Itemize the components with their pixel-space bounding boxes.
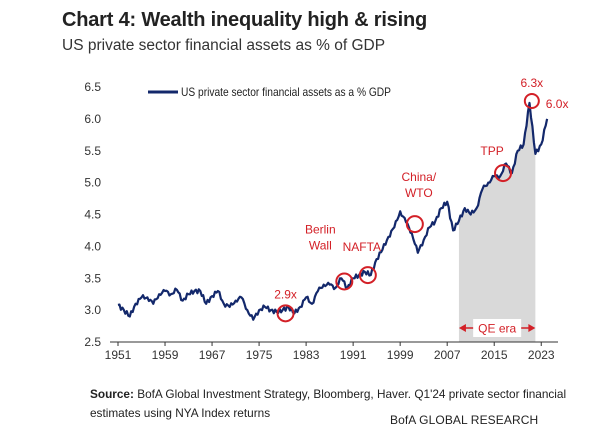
- annotation-circle-tpp: [494, 164, 513, 183]
- y-tick-label: 5.0: [84, 176, 101, 190]
- y-tick-label: 4.0: [84, 239, 101, 253]
- x-tick-label: 2007: [434, 348, 461, 362]
- legend-label: US private sector financial assets as a …: [181, 85, 391, 99]
- y-tick-label: 3.0: [84, 303, 101, 317]
- x-tick-label: 1951: [105, 348, 132, 362]
- annotation-label-berlin-line2: Wall: [309, 238, 332, 252]
- x-tick-label: 1983: [293, 348, 320, 362]
- source-label: Source:: [90, 387, 134, 401]
- annotation-circle-nafta: [358, 266, 377, 285]
- x-tick-label: 1991: [340, 348, 367, 362]
- y-tick-label: 3.5: [84, 271, 101, 285]
- annotation-label-tpp: TPP: [480, 144, 503, 158]
- qe-era-arrow-right-head: [528, 324, 536, 332]
- annotation-label-berlin-line1: Berlin: [305, 222, 336, 236]
- chart-svg: QE era 2.5 3.0 3.5 4.0 4.5 5.0 5.5 6.0 6.5 1951 195…: [84, 76, 569, 362]
- x-tick-label: 1975: [246, 348, 273, 362]
- annotation-circle-6-3x: [523, 93, 540, 110]
- x-tick-label: 1959: [152, 348, 179, 362]
- qe-era-arrow-left-head: [458, 324, 466, 332]
- x-tick-label: 2023: [528, 348, 555, 362]
- annotation-label-nafta: NAFTA: [343, 240, 381, 254]
- qe-era-label: QE era: [478, 322, 516, 336]
- series-line: [117, 101, 549, 321]
- y-tick-label: 6.0: [84, 112, 101, 126]
- chart-subtitle: US private sector financial assets as % …: [62, 37, 386, 54]
- annotation-label-china-line1: China/: [402, 170, 437, 184]
- y-tick-label: 6.5: [84, 80, 101, 94]
- x-tick-label: 1999: [387, 348, 414, 362]
- y-tick-label: 2.5: [84, 335, 101, 349]
- source-text: BofA Global Investment Strategy, Bloombe…: [90, 387, 567, 420]
- annotation-circle-berlin-wall: [335, 272, 354, 291]
- qe-era-label-box: [473, 319, 522, 337]
- annotation-label-2-9x: 2.9x: [274, 287, 297, 301]
- research-credit: BofA GLOBAL RESEARCH: [390, 413, 539, 427]
- chart-title: Chart 4: Wealth inequality high & rising: [62, 9, 427, 31]
- source-note: Source: BofA Global Investment Strategy,…: [90, 385, 590, 423]
- annotation-circle-2-9x: [276, 304, 295, 323]
- x-tick-label: 2015: [481, 348, 508, 362]
- annotation-label-6-0x: 6.0x: [546, 97, 569, 111]
- y-tick-label: 5.5: [84, 144, 101, 158]
- annotation-label-6-3x: 6.3x: [520, 76, 543, 90]
- annotation-circle-china-wto: [405, 215, 424, 234]
- shaded-region-qe: [458, 102, 536, 342]
- x-tick-label: 1967: [199, 348, 226, 362]
- y-tick-label: 4.5: [84, 208, 101, 222]
- annotation-label-china-line2: WTO: [405, 186, 433, 200]
